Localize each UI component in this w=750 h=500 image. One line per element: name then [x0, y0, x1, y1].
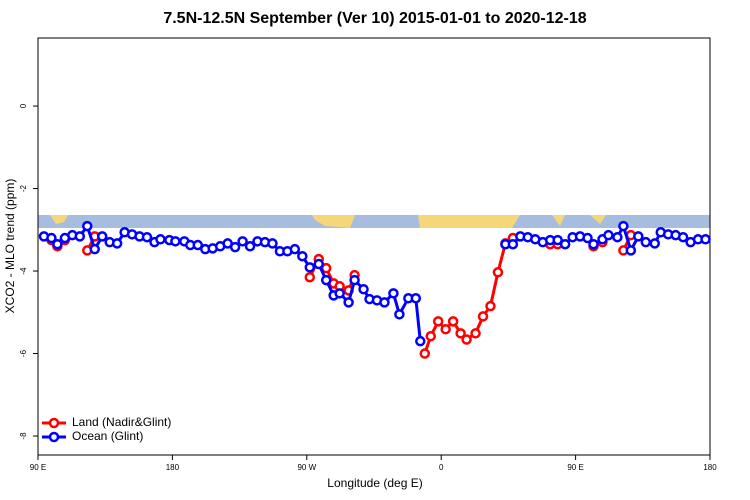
- y-tick-label: -4: [19, 267, 28, 275]
- point: [74, 231, 86, 242]
- point: [304, 262, 316, 273]
- point: [229, 241, 241, 253]
- point: [603, 229, 614, 241]
- chart-title: 7.5N-12.5N September (Ver 10) 2015-01-01…: [163, 10, 586, 27]
- point: [343, 297, 354, 308]
- point: [618, 220, 629, 232]
- point: [461, 334, 472, 345]
- x-tick-label: 90 E: [567, 463, 583, 472]
- point: [304, 271, 316, 283]
- point: [289, 243, 301, 255]
- point: [388, 288, 399, 299]
- point: [244, 241, 256, 252]
- y-tick-label: 0: [19, 103, 28, 108]
- point: [320, 274, 332, 286]
- point: [588, 238, 599, 250]
- point: [700, 234, 711, 245]
- point: [96, 231, 108, 242]
- ocean-strip: [38, 215, 710, 228]
- point: [349, 274, 360, 286]
- point: [141, 231, 153, 243]
- point: [192, 239, 204, 251]
- point: [394, 309, 405, 320]
- land-patch: [312, 215, 355, 228]
- point: [46, 232, 57, 244]
- point: [379, 297, 390, 308]
- point: [415, 335, 426, 347]
- land-patch: [552, 215, 565, 226]
- point: [640, 236, 652, 248]
- x-tick-label: 90 W: [297, 463, 316, 472]
- point: [470, 328, 481, 339]
- land-mask: [38, 215, 710, 228]
- point: [552, 234, 563, 246]
- point: [559, 238, 571, 250]
- point: [633, 231, 644, 242]
- land-patch: [418, 215, 520, 228]
- x-tick-label: 180: [166, 463, 180, 472]
- point: [334, 288, 345, 299]
- point: [89, 243, 100, 255]
- land-patch: [590, 215, 606, 224]
- point: [440, 323, 451, 335]
- point: [267, 238, 278, 249]
- point: [477, 311, 489, 322]
- point: [419, 348, 431, 359]
- legend-marker: [48, 431, 60, 443]
- point: [625, 245, 637, 256]
- point: [485, 300, 496, 312]
- point: [649, 238, 660, 249]
- point: [170, 236, 181, 247]
- point: [677, 231, 689, 243]
- point: [612, 231, 623, 243]
- point: [155, 234, 166, 245]
- point: [492, 267, 504, 278]
- point: [111, 238, 123, 249]
- point: [455, 328, 466, 339]
- point: [52, 238, 63, 250]
- x-axis-label: Longitude (deg E): [327, 476, 422, 490]
- land-patch: [50, 215, 68, 224]
- point: [82, 220, 93, 232]
- legend-label: Land (Nadir&Glint): [72, 415, 171, 429]
- y-tick-label: -6: [19, 349, 28, 357]
- point: [358, 283, 369, 295]
- point: [582, 232, 593, 244]
- point: [507, 238, 519, 250]
- y-tick-label: -2: [19, 184, 28, 192]
- point: [447, 316, 459, 327]
- point: [432, 316, 444, 327]
- y-axis-label: XCO2 - MLO trend (ppm): [3, 179, 17, 314]
- legend-marker: [48, 417, 60, 429]
- point: [297, 250, 308, 262]
- x-tick-label: 180: [703, 463, 717, 472]
- y-tick-label: -8: [19, 432, 28, 440]
- x-tick-label: 0: [439, 463, 444, 472]
- plot-frame: [37, 37, 711, 456]
- legend-label: Ocean (Glint): [72, 429, 143, 443]
- point: [237, 236, 248, 247]
- x-tick-label: 90 E: [30, 463, 46, 472]
- point: [410, 293, 422, 304]
- point: [425, 330, 436, 342]
- point: [313, 258, 324, 270]
